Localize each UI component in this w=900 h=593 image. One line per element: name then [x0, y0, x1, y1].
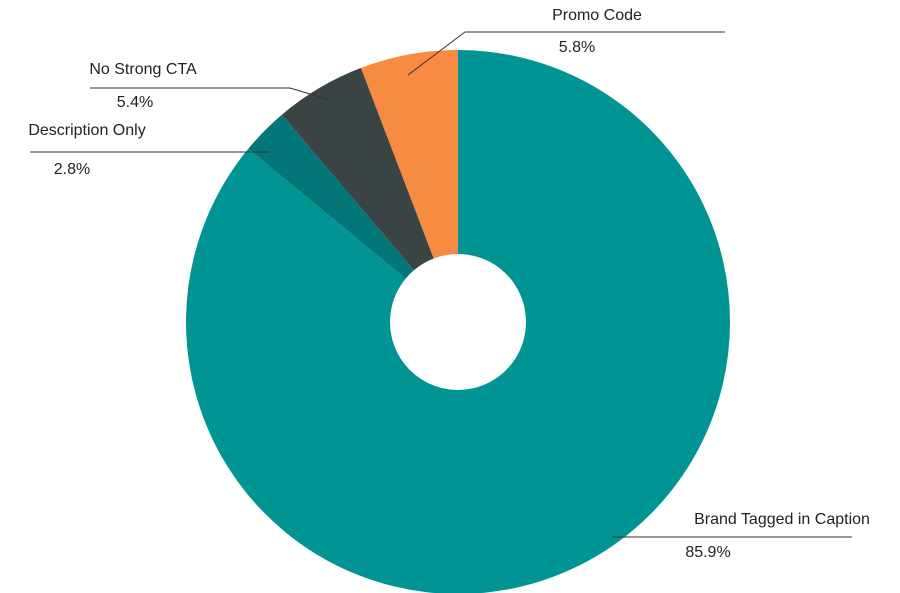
slice [281, 67, 434, 271]
slice-label: Brand Tagged in Caption [694, 511, 870, 528]
slice-value-label: 5.8% [559, 39, 595, 56]
slice [186, 50, 730, 593]
slice-label: Description Only [28, 122, 145, 139]
leader-line [407, 31, 725, 76]
slice-value-label: 2.8% [54, 161, 90, 178]
slice-label: No Strong CTA [89, 61, 197, 78]
slice [248, 114, 414, 279]
slice-value-label: 85.9% [685, 544, 730, 561]
slice-label: Promo Code [552, 7, 642, 24]
slice [360, 50, 458, 259]
leader-line [90, 87, 331, 101]
slice-value-label: 5.4% [117, 94, 153, 111]
